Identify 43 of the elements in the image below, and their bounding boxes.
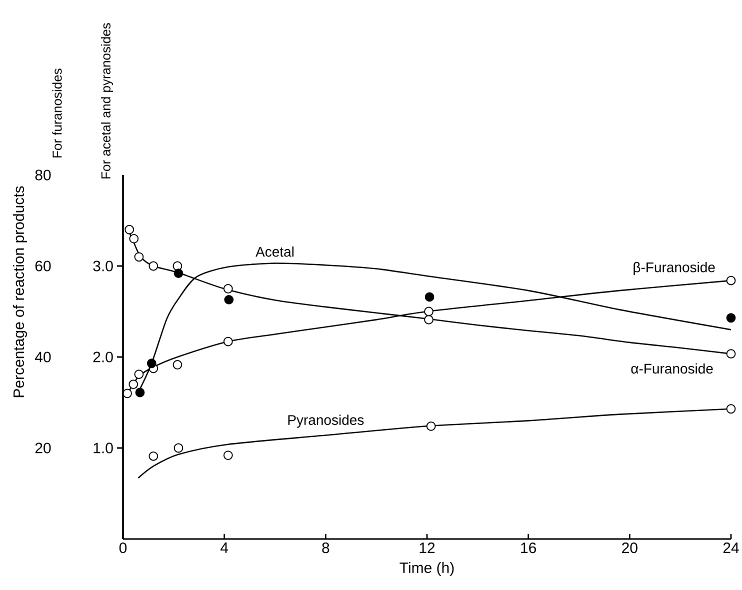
point [172, 360, 182, 370]
y2-tick-label: 1.0 [94, 442, 113, 454]
y-tick-label: 40 [35, 352, 51, 362]
point [424, 306, 434, 316]
y-axis-title: Percentage of reaction products [13, 186, 27, 398]
point [129, 234, 139, 244]
series-label: Pyranosides [288, 414, 364, 428]
point [148, 261, 158, 271]
x-tick-label: 20 [622, 542, 638, 554]
point [135, 388, 145, 398]
point [223, 284, 233, 294]
x-axis-title: Time (h) [400, 562, 454, 576]
x-tick-label: 0 [119, 542, 127, 554]
series-label: β-Furanoside [634, 262, 715, 276]
point [122, 388, 132, 398]
y2-axis-title: For acetal and pyranosides [100, 23, 114, 178]
series-label: Acetal [256, 246, 294, 257]
point [224, 294, 234, 304]
y-tick-label: 80 [35, 170, 51, 180]
point [424, 314, 434, 324]
point [426, 421, 436, 431]
point [148, 451, 158, 461]
x-tick-label: 4 [220, 542, 228, 553]
y2-tick-label: 3.0 [93, 260, 113, 272]
text: For furanosides [52, 68, 62, 158]
x-tick-label: 16 [521, 542, 536, 554]
point [146, 358, 156, 368]
point [134, 252, 144, 262]
series-label: α-Furanoside [631, 363, 713, 374]
point [424, 292, 434, 302]
x-tick-label: 24 [723, 542, 739, 554]
point [124, 224, 134, 234]
point [134, 370, 144, 379]
y2-tick-label: 2.0 [93, 352, 113, 362]
x-tick-label: 8 [322, 542, 330, 554]
y-tick-label: 20 [35, 442, 51, 454]
point [223, 450, 233, 460]
y-tick-label: 60 [35, 260, 51, 272]
point [128, 380, 138, 390]
point [174, 443, 184, 453]
point [174, 268, 184, 278]
x-tick-label: 12 [420, 542, 435, 554]
point [223, 336, 233, 346]
